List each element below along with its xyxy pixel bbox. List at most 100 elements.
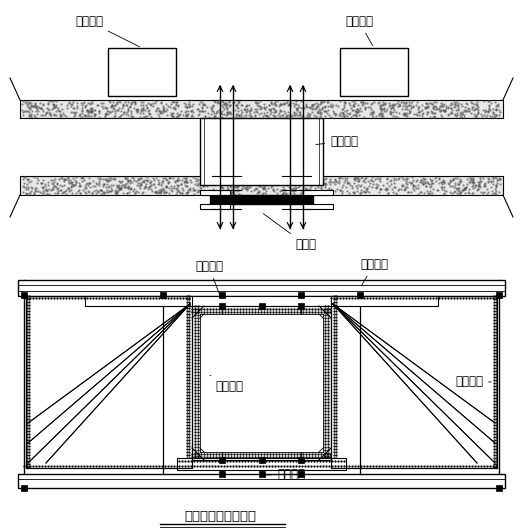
Point xyxy=(377,112,385,120)
Point xyxy=(145,110,154,118)
Point xyxy=(332,433,340,441)
Point xyxy=(324,431,332,439)
Point xyxy=(330,342,338,351)
Point xyxy=(376,174,384,182)
Point xyxy=(321,380,329,388)
Point xyxy=(78,107,86,115)
Point xyxy=(321,437,329,446)
Point xyxy=(188,101,196,110)
Point xyxy=(78,173,86,182)
Point xyxy=(23,325,31,333)
Point xyxy=(23,346,31,354)
Point xyxy=(324,392,332,400)
Point xyxy=(226,110,235,118)
Point xyxy=(144,109,153,118)
Point xyxy=(191,305,199,313)
Point xyxy=(385,109,394,117)
Point xyxy=(444,462,452,470)
Bar xyxy=(340,48,408,96)
Point xyxy=(25,331,33,339)
Point xyxy=(191,453,199,461)
Point xyxy=(134,462,142,470)
Point xyxy=(155,187,163,196)
Point xyxy=(154,178,163,186)
Point xyxy=(49,104,58,112)
Point xyxy=(360,188,369,196)
Point xyxy=(43,187,51,195)
Point xyxy=(288,184,296,193)
Point xyxy=(157,107,165,116)
Point xyxy=(472,105,481,113)
Point xyxy=(185,349,193,357)
Point xyxy=(399,174,407,183)
Point xyxy=(27,186,35,195)
Point xyxy=(185,397,193,405)
Point xyxy=(277,462,285,470)
Point xyxy=(251,112,259,120)
Point xyxy=(241,457,249,465)
Point xyxy=(371,184,380,192)
Point xyxy=(104,462,112,470)
Point xyxy=(332,301,340,309)
Point xyxy=(439,176,447,184)
Point xyxy=(23,436,31,444)
Point xyxy=(321,422,329,430)
Point xyxy=(340,107,349,116)
Point xyxy=(420,462,428,470)
Point xyxy=(74,462,82,470)
Text: 内模系统: 内模系统 xyxy=(210,375,243,393)
Point xyxy=(120,98,129,107)
Point xyxy=(394,97,402,105)
Point xyxy=(53,462,61,470)
Point xyxy=(312,102,320,111)
Point xyxy=(301,457,309,465)
Point xyxy=(495,188,503,196)
Point xyxy=(168,187,176,195)
Point xyxy=(110,112,118,120)
Point xyxy=(20,462,28,470)
Point xyxy=(65,294,73,302)
Point xyxy=(359,98,367,106)
Bar xyxy=(21,292,27,298)
Point xyxy=(428,189,436,198)
Point xyxy=(71,181,79,189)
Point xyxy=(492,406,500,414)
Point xyxy=(84,181,92,189)
Point xyxy=(262,181,270,190)
Point xyxy=(247,181,256,189)
Point xyxy=(330,379,338,387)
Point xyxy=(226,457,234,465)
Point xyxy=(105,187,113,195)
Point xyxy=(134,179,142,187)
Point xyxy=(257,305,265,313)
Point xyxy=(339,97,348,106)
Point xyxy=(24,100,32,108)
Point xyxy=(449,175,458,184)
Point xyxy=(193,188,201,196)
Point xyxy=(198,189,206,198)
Point xyxy=(218,113,226,121)
Point xyxy=(188,106,196,114)
Point xyxy=(444,178,452,187)
Point xyxy=(24,175,32,184)
Point xyxy=(185,313,193,321)
Point xyxy=(143,462,151,470)
Point xyxy=(183,421,191,429)
Point xyxy=(50,110,58,118)
Point xyxy=(251,450,259,458)
Point xyxy=(484,108,493,116)
Point xyxy=(23,421,31,429)
Point xyxy=(332,358,340,366)
Point xyxy=(25,379,33,387)
Point xyxy=(106,186,115,195)
Point xyxy=(83,462,91,470)
Point xyxy=(259,175,267,184)
Point xyxy=(345,110,354,118)
Point xyxy=(194,449,202,457)
Point xyxy=(128,462,136,470)
Point xyxy=(490,361,498,369)
Point xyxy=(492,105,500,113)
Point xyxy=(487,99,495,108)
Point xyxy=(316,108,325,116)
Point xyxy=(248,175,257,184)
